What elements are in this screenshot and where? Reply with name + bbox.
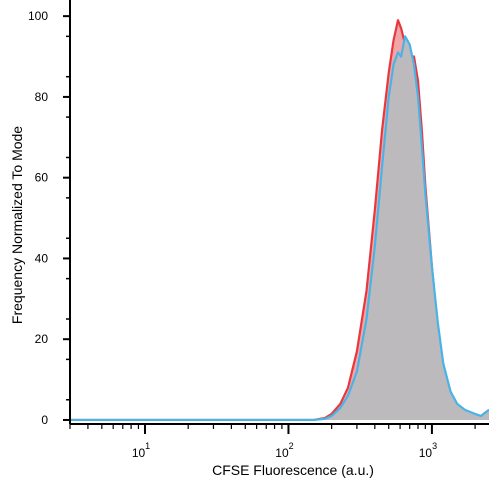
y-tick-label: 100 [28,9,48,23]
axes-layer [69,0,489,425]
y-tick-label: 20 [35,332,49,346]
x-tick-label: 102 [275,441,293,460]
series-layer [70,19,489,422]
y-tick-label: 40 [35,251,49,265]
series-2-line [70,35,489,422]
x-tick-label: 101 [132,441,150,460]
x-axis-title: CFSE Fluorescence (a.u.) [212,462,374,478]
y-tick-label: 80 [35,90,49,104]
y-axis-title: Frequency Normalized To Mode [9,126,25,324]
y-tick-label: 60 [35,171,49,185]
y-tick-label: 0 [41,413,48,427]
series-2-area [70,36,489,420]
x-tick-label: 103 [419,441,437,460]
